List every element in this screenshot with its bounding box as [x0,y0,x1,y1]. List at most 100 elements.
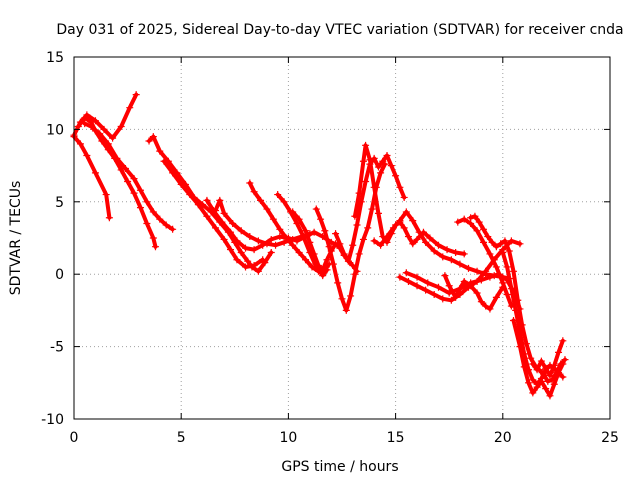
x-tick-label: 0 [70,430,79,446]
data-point [409,217,417,225]
data-point [422,238,430,246]
data-point [362,178,370,186]
data-point [499,279,507,287]
y-tick-label: 0 [55,267,64,283]
data-point [160,157,168,165]
data-point [533,366,541,374]
plot-frame [73,56,611,420]
data-point [220,209,228,217]
data-point [400,193,408,201]
data-point [212,224,220,232]
data-point [136,186,144,194]
data-point [505,247,513,255]
data-point [559,337,567,345]
y-axis-label: SDTVAR / TECUs [8,181,24,296]
data-point [254,267,262,275]
data-point [507,285,515,293]
data-point [267,248,275,256]
data-point [392,172,400,180]
data-point [516,240,524,248]
data-point [454,218,462,226]
axis-ticks: 0 5 10 15 20 25 -10 -5 0 5 10 15 [41,50,619,446]
data-point [353,221,361,229]
data-point [351,270,359,278]
series-track-14 [351,141,468,258]
data-point [250,262,258,270]
data-point [389,224,397,232]
data-point [143,198,151,206]
data-point [527,354,535,362]
data-point [91,117,99,125]
data-point [445,282,453,290]
data-point [76,140,84,148]
data-point [156,215,164,223]
data-point [342,306,350,314]
data-point [156,147,164,155]
data-point [439,295,447,303]
series-track-18 [441,272,507,313]
data-point [233,237,241,245]
data-point [501,237,509,245]
data-point [203,212,211,220]
data-point [555,369,563,377]
data-point [246,179,254,187]
data-point [83,111,91,119]
data-point [550,361,558,369]
data-point [456,285,464,293]
data-point [267,235,275,243]
data-point [124,178,132,186]
data-point [254,237,262,245]
data-point [377,241,385,249]
data-point [480,238,488,246]
data-point [374,209,382,217]
data-point [96,130,104,138]
data-point [430,290,438,298]
x-tick-label: 25 [601,430,619,446]
data-point [362,141,370,149]
data-point [250,246,258,254]
data-point [486,273,494,281]
data-point [492,293,500,301]
data-point [377,169,385,177]
data-point [383,151,391,159]
data-point [237,227,245,235]
data-point [246,233,254,241]
data-point [289,241,297,249]
data-point [477,276,485,284]
data-point [443,246,451,254]
data-point [149,208,157,216]
data-point [402,269,410,277]
data-point [302,256,310,264]
data-point [422,286,430,294]
data-point [426,234,434,242]
data-point [349,241,357,249]
data-point [473,289,481,297]
data-point [102,191,110,199]
data-point [276,225,284,233]
data-point [370,237,378,245]
data-point [542,364,550,372]
data-point [109,134,117,142]
data-point [332,230,340,238]
data-point [439,253,447,261]
y-tick-label: -5 [50,340,64,356]
data-point [484,233,492,241]
data-point [263,240,271,248]
data-point [325,243,333,251]
data-point [317,215,325,223]
data-point [242,263,250,271]
data-point [162,221,170,229]
data-point [355,189,363,197]
data-point [529,376,537,384]
data-point [366,156,374,164]
data-point [467,282,475,290]
data-point [364,224,372,232]
series-line [72,92,139,141]
data-point [434,241,442,249]
chart-title: Day 031 of 2025, Sidereal Day-to-day VTE… [56,22,623,38]
data-point [510,267,518,275]
series-line [147,134,274,274]
data-point [475,218,483,226]
data-point [310,250,318,258]
data-point [533,383,541,391]
